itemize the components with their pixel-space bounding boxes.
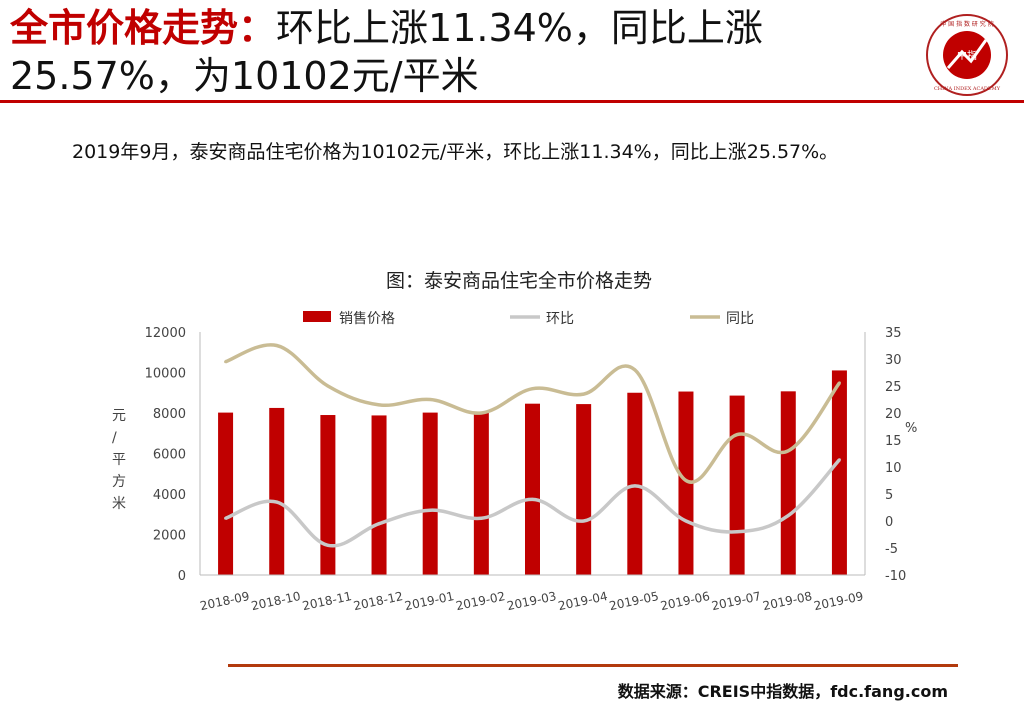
china-index-academy-logo-icon: 中指 中 国 指 数 研 究 院 CHINA INDEX ACADEMY xyxy=(926,14,1008,96)
bar-2019-05 xyxy=(627,392,643,575)
x-tick-label: 2019-08 xyxy=(761,589,813,613)
bar-2018-09 xyxy=(218,412,234,575)
x-tick-label: 2018-09 xyxy=(199,589,251,613)
legend-label-同比: 同比 xyxy=(726,311,754,327)
right-tick-label: 0 xyxy=(885,515,893,530)
data-source: 数据来源：CREIS中指数据，fdc.fang.com xyxy=(617,682,948,701)
x-axis: 2018-09 2018-10 2018-11 2018-12 2019-01 2019-… xyxy=(199,574,865,613)
point-环比-2018-11 xyxy=(326,543,330,547)
point-同比-2019-04 xyxy=(582,392,586,396)
point-环比-2019-09 xyxy=(837,458,841,462)
x-tick-label: 2019-09 xyxy=(813,589,865,613)
x-tick-label: 2019-03 xyxy=(506,589,558,613)
left-tick-label: 4000 xyxy=(153,488,186,503)
right-tick-label: 25 xyxy=(885,380,902,395)
title-rest: 环比上涨11.34%，同比上涨25.57%，为10102元/平米 xyxy=(10,6,763,98)
left-tick-label: 6000 xyxy=(153,448,186,463)
bar-series xyxy=(218,370,847,575)
bar-2019-02 xyxy=(473,413,489,575)
point-同比-2019-07 xyxy=(735,433,739,437)
point-同比-2019-09 xyxy=(837,381,841,385)
point-同比-2019-08 xyxy=(786,449,790,453)
point-环比-2019-05 xyxy=(633,484,637,488)
right-axis-label: % xyxy=(905,421,917,436)
point-同比-2018-09 xyxy=(224,360,228,364)
point-同比-2019-05 xyxy=(633,368,637,372)
point-环比-2018-09 xyxy=(224,516,228,520)
point-环比-2019-08 xyxy=(786,514,790,518)
x-tick-label: 2019-04 xyxy=(557,589,609,613)
price-trend-chart: 图：泰安商品住宅全市价格走势 销售价格 环比 同比 0 2000 4000 6000 800… xyxy=(112,270,917,613)
bar-2019-03 xyxy=(525,403,540,575)
point-环比-2019-06 xyxy=(684,519,688,523)
right-tick-label: 5 xyxy=(885,488,893,503)
bar-2019-08 xyxy=(780,391,796,575)
logo-center-text: 中指 xyxy=(957,49,977,62)
bar-2018-12 xyxy=(371,415,387,575)
bar-2018-11 xyxy=(320,415,336,575)
point-同比-2018-10 xyxy=(275,344,279,347)
x-tick-label: 2019-06 xyxy=(659,589,711,613)
line-series xyxy=(224,343,841,548)
bar-2018-10 xyxy=(269,407,285,575)
x-tick-label: 2019-05 xyxy=(608,589,660,613)
x-tick-label: 2019-02 xyxy=(455,589,507,613)
header-divider xyxy=(0,100,1024,103)
footer-divider xyxy=(228,664,958,667)
x-tick-label: 2018-12 xyxy=(352,589,404,613)
left-tick-label: 0 xyxy=(178,569,186,584)
point-环比-2019-02 xyxy=(479,516,483,520)
point-同比-2019-06 xyxy=(684,479,688,482)
right-axis: -10 -5 0 5 10 15 20 25 30 35 xyxy=(864,326,906,584)
point-环比-2019-03 xyxy=(531,497,534,501)
right-tick-label: 30 xyxy=(885,353,902,368)
right-tick-label: 20 xyxy=(885,407,902,422)
chart-legend: 销售价格 环比 同比 xyxy=(303,311,754,327)
point-同比-2018-11 xyxy=(326,384,330,388)
left-axis: 0 2000 4000 6000 8000 10000 12000 xyxy=(145,326,201,584)
logo-en-text: CHINA INDEX ACADEMY xyxy=(934,86,1001,92)
right-tick-label: -10 xyxy=(885,569,906,584)
x-tick-label: 2019-07 xyxy=(710,589,762,613)
point-环比-2019-01 xyxy=(428,508,432,512)
point-同比-2019-01 xyxy=(428,398,432,401)
point-环比-2018-10 xyxy=(275,500,279,504)
page-title: 全市价格走势：环比上涨11.34%，同比上涨25.57%，为10102元/平米 xyxy=(10,4,890,100)
left-tick-label: 10000 xyxy=(145,367,186,382)
description-text: 2019年9月，泰安商品住宅价格为10102元/平米，环比上涨11.34%，同比… xyxy=(72,141,839,163)
point-同比-2019-02 xyxy=(479,411,483,415)
point-环比-2019-07 xyxy=(735,530,739,534)
left-tick-label: 2000 xyxy=(153,529,186,544)
left-axis-label: 元/平方米 xyxy=(112,408,126,512)
bar-2019-06 xyxy=(678,391,694,575)
left-tick-label: 8000 xyxy=(153,407,186,422)
bar-2019-09 xyxy=(831,370,847,575)
point-环比-2018-12 xyxy=(377,522,381,526)
point-同比-2018-12 xyxy=(377,403,381,407)
right-tick-label: 10 xyxy=(885,461,902,476)
left-tick-label: 12000 xyxy=(145,326,186,341)
bar-2019-07 xyxy=(729,395,745,575)
x-tick-label: 2018-10 xyxy=(250,589,302,613)
legend-label-环比: 环比 xyxy=(546,311,574,327)
x-tick-label: 2018-11 xyxy=(301,589,353,613)
logo-ring-text: 中 国 指 数 研 究 院 xyxy=(940,20,993,28)
chart-title: 图：泰安商品住宅全市价格走势 xyxy=(386,270,652,292)
right-tick-label: 15 xyxy=(885,434,902,449)
right-tick-label: 35 xyxy=(885,326,902,341)
right-tick-label: -5 xyxy=(885,542,898,557)
legend-label-销售价格: 销售价格 xyxy=(339,311,395,327)
point-环比-2019-04 xyxy=(582,519,586,523)
bar-2019-01 xyxy=(422,412,438,575)
title-highlight: 全市价格走势： xyxy=(10,6,277,50)
x-tick-label: 2019-01 xyxy=(403,589,455,613)
bar-2019-04 xyxy=(576,404,592,575)
point-同比-2019-03 xyxy=(531,387,534,391)
legend-swatch-销售价格 xyxy=(303,311,331,322)
